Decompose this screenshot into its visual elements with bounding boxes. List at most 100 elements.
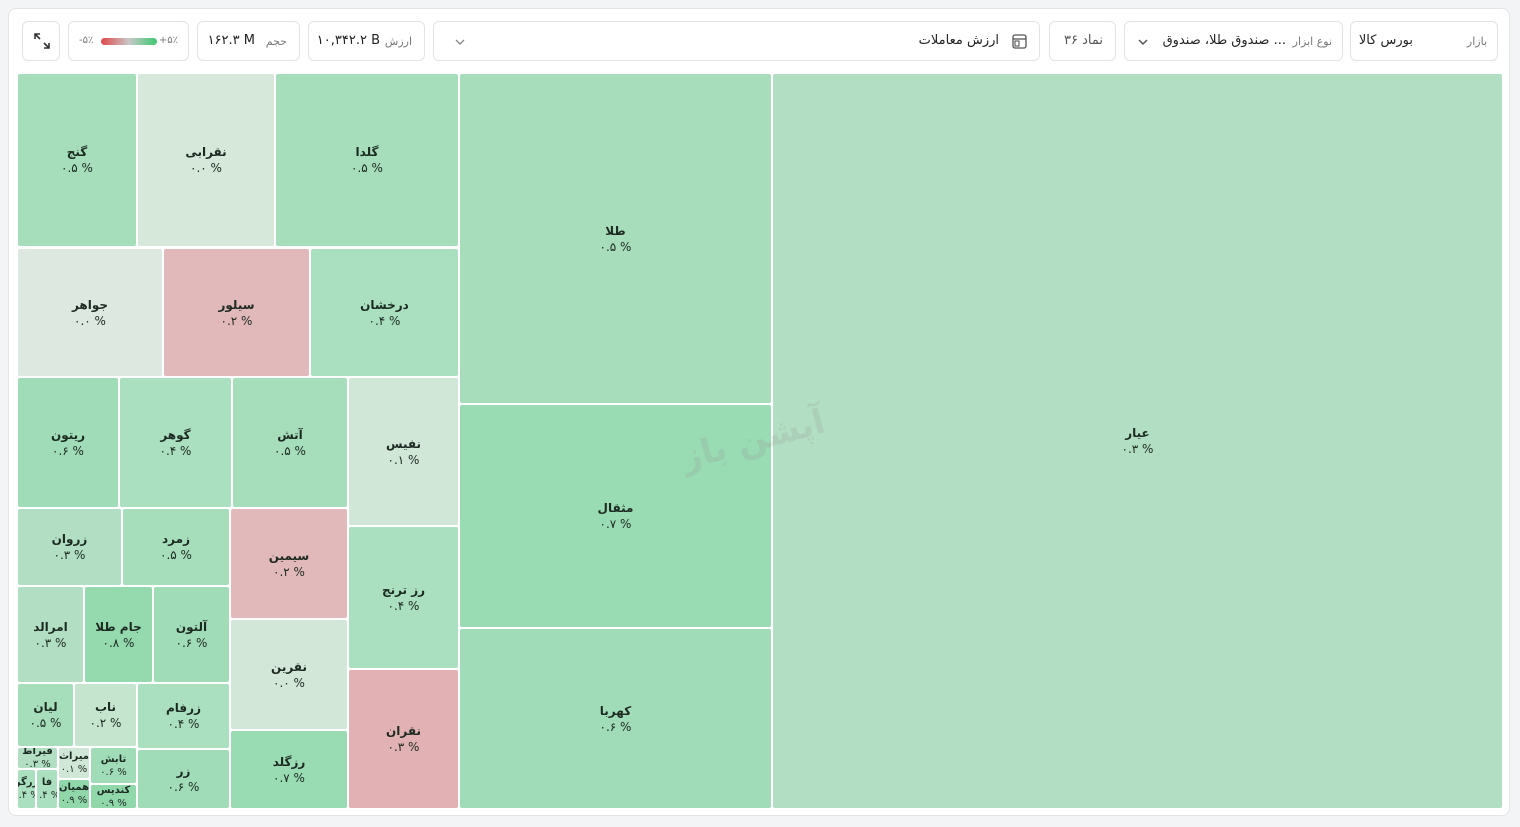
tile[interactable]: رزگلد ۰.۷ % xyxy=(231,731,347,808)
tile[interactable]: آتش ۰.۵ % xyxy=(233,378,347,507)
tile[interactable]: همیان ۰.۹ % xyxy=(59,780,89,808)
tile[interactable]: زروان ۰.۳ % xyxy=(18,509,121,585)
tile[interactable]: میراث ۰.۱ % xyxy=(59,748,89,778)
tile[interactable]: تابش ۰.۶ % xyxy=(91,748,136,783)
tile-name: آتش xyxy=(277,427,303,442)
tile[interactable]: آلتون ۰.۶ % xyxy=(154,587,229,682)
tile-name: رزگلد xyxy=(272,754,306,769)
tile-change: ۰.۱ % xyxy=(387,452,420,467)
tile[interactable]: زرفام ۰.۴ % xyxy=(138,684,229,748)
tile[interactable]: نقرین ۰.۰ % xyxy=(231,620,347,729)
tile[interactable]: گنج ۰.۵ % xyxy=(18,74,136,246)
tile[interactable]: جواهر ۰.۰ % xyxy=(18,249,162,376)
tile-change: ۰.۳ % xyxy=(24,759,51,768)
expand-icon xyxy=(34,33,50,49)
tile[interactable]: عیار ۰.۳ % xyxy=(773,74,1502,808)
tile-change: ۰.۷ % xyxy=(599,517,632,531)
type-label: نوع ابزار xyxy=(1292,35,1332,48)
market-select[interactable]: بازار بورس کالا xyxy=(1350,21,1498,61)
market-value: بورس کالا xyxy=(1358,33,1413,48)
tile[interactable]: زر ۰.۶ % xyxy=(138,750,229,808)
type-value: صندوق طلا، صندوق ... xyxy=(1162,33,1286,48)
tile-name: درخشان xyxy=(360,297,409,312)
chevron xyxy=(1138,39,1148,46)
tile-change: ۰.۲ % xyxy=(220,313,253,328)
tile-name: ریتون xyxy=(50,427,86,442)
tile-change: ۰.۵ % xyxy=(160,548,192,562)
tile-change: ۰.۸ % xyxy=(102,635,135,650)
tile[interactable]: نفیس ۰.۱ % xyxy=(349,378,458,525)
tile-change: ۰.۶ % xyxy=(175,635,208,650)
tile-change: ۰.۳ % xyxy=(387,740,420,754)
metric-icon xyxy=(1012,34,1027,49)
tile[interactable]: زرگر ۰.۴ % xyxy=(18,770,35,808)
tile-change: ۰.۹ % xyxy=(100,797,127,809)
tile[interactable]: زمرد ۰.۵ % xyxy=(123,509,229,585)
tile-name: زمرد xyxy=(162,532,190,546)
legend-min: -۵٪ xyxy=(79,35,94,46)
tile[interactable]: کندیس ۰.۹ % xyxy=(91,785,136,808)
fullscreen-button[interactable] xyxy=(22,21,60,61)
tile[interactable]: ناب ۰.۲ % xyxy=(75,684,136,746)
tile-name: نفیس xyxy=(385,436,421,451)
tile-name: جام طلا xyxy=(95,619,142,634)
tile-change: ۰.۴ % xyxy=(387,598,420,613)
tile-name: لیان xyxy=(33,700,58,714)
tile[interactable]: درخشان ۰.۴ % xyxy=(311,249,458,376)
type-select[interactable]: نوع ابزار صندوق طلا، صندوق ... xyxy=(1124,21,1343,61)
tile-change: ۰.۹ % xyxy=(60,795,88,806)
tile-name: همیان xyxy=(59,782,89,793)
tile-change: ۰.۶ % xyxy=(599,719,632,734)
tile-name: نقرابی xyxy=(185,145,227,159)
tile-change: ۰.۳ % xyxy=(53,548,86,562)
tile-change: ۰.۲ % xyxy=(273,564,305,579)
tile-change: ۰.۵ % xyxy=(351,161,383,175)
tile[interactable]: سیلور ۰.۲ % xyxy=(164,249,309,376)
volume-text: ۱۶۲.۳ M xyxy=(207,33,255,48)
tile-name: زرگر xyxy=(18,777,35,788)
tile[interactable]: ریتون ۰.۶ % xyxy=(18,378,118,507)
tile[interactable]: فا ۰.۴ % xyxy=(37,770,57,808)
tile[interactable]: سیمین ۰.۲ % xyxy=(231,509,347,618)
tile-name: جواهر xyxy=(71,297,109,312)
tile[interactable]: گلدا ۰.۵ % xyxy=(276,74,458,246)
tile[interactable]: رز ترنج ۰.۴ % xyxy=(349,527,458,668)
tile[interactable]: کهربا ۰.۶ % xyxy=(460,629,771,808)
tile-change: ۰.۳ % xyxy=(34,635,67,650)
legend-gradient xyxy=(101,38,157,45)
color-legend: -۵٪ +۵٪ xyxy=(68,21,189,61)
symbols-text: ۳۶ نماد xyxy=(1064,33,1103,48)
metric-select[interactable]: ارزش معاملات xyxy=(433,21,1040,61)
tile-name: قیراط xyxy=(22,748,53,757)
tile-change: ۰.۱ % xyxy=(60,764,88,775)
tile-change: ۰.۰ % xyxy=(74,313,106,328)
tile[interactable]: مثقال ۰.۷ % xyxy=(460,405,771,627)
tile[interactable]: نقرابی ۰.۰ % xyxy=(138,74,274,246)
tile[interactable]: طلا ۰.۵ % xyxy=(460,74,771,403)
tile-name: طلا xyxy=(605,223,626,238)
tile[interactable]: جام طلا ۰.۸ % xyxy=(85,587,152,682)
metric-value: ارزش معاملات xyxy=(918,33,999,48)
tile-change: ۰.۵ % xyxy=(274,443,306,458)
tile-change: ۰.۶ % xyxy=(52,443,84,458)
symbols-count: ۳۶ نماد xyxy=(1049,21,1116,61)
tile[interactable]: گوهر ۰.۴ % xyxy=(120,378,231,507)
tile-change: ۰.۵ % xyxy=(599,239,632,254)
tile[interactable]: امرالد ۰.۳ % xyxy=(18,587,83,682)
tile-name: گوهر xyxy=(160,427,191,442)
tile-name: فا xyxy=(41,777,53,788)
value-stat: ارزش ۱۰,۳۴۲.۲ B xyxy=(308,21,425,61)
volume-label: حجم xyxy=(265,35,287,48)
tile-change: ۰.۰ % xyxy=(190,161,222,175)
tile[interactable]: قیراط ۰.۳ % xyxy=(18,748,57,768)
tile-name: گلدا xyxy=(355,145,379,159)
tile-name: ناب xyxy=(94,700,117,714)
tile[interactable]: لیان ۰.۵ % xyxy=(18,684,73,746)
legend-max: +۵٪ xyxy=(158,35,178,46)
volume-stat: حجم ۱۶۲.۳ M xyxy=(197,21,300,61)
tile-name: نقران xyxy=(386,724,421,738)
value-text: ۱۰,۳۴۲.۲ B xyxy=(316,33,380,48)
tile[interactable]: نقران ۰.۳ % xyxy=(349,670,458,808)
tile-name: آلتون xyxy=(175,619,208,634)
